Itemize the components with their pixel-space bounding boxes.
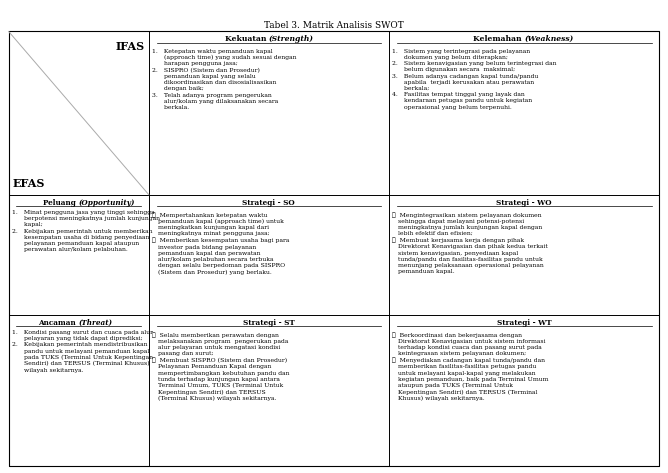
Text: ✓  Mempertahankan ketepatan waktu
   pemanduan kapal (approach time) untuk
   me: ✓ Mempertahankan ketepatan waktu pemandu…	[152, 212, 289, 275]
Bar	[9, 315, 149, 466]
Bar	[9, 195, 149, 315]
Text: 1.   Minat pengguna jasa yang tinggi sehingga
      berpotensi meningkatnya juml: 1. Minat pengguna jasa yang tinggi sehin…	[11, 210, 160, 252]
Bar	[149, 315, 389, 466]
Text: EFAS: EFAS	[13, 178, 45, 189]
Text: Peluang: Peluang	[43, 199, 79, 207]
Text: Strategi - WO: Strategi - WO	[496, 199, 552, 207]
Bar	[389, 32, 659, 195]
Text: (Strength): (Strength)	[269, 35, 314, 44]
Text: Strategi - ST: Strategi - ST	[243, 318, 295, 326]
Text: (Weakness): (Weakness)	[524, 35, 573, 44]
Text: ✓  Selalu memberikan perawatan dengan
   melaksanakan program  pengerukan pada
 : ✓ Selalu memberikan perawatan dengan mel…	[152, 332, 289, 401]
Bar	[9, 32, 149, 195]
Bar	[389, 315, 659, 466]
Text: 1.   Kondisi pasang surut dan cuaca pada alur
      pelayaran yang tidak dapat d: 1. Kondisi pasang surut dan cuaca pada a…	[11, 330, 152, 373]
Bar	[149, 32, 389, 195]
Text: ✓  Berkoordinasi dan bekerjasama dengan
   Direktorat Kenavigasian untuk sistem : ✓ Berkoordinasi dan bekerjasama dengan D…	[392, 332, 548, 402]
Text: Strategi - WT: Strategi - WT	[497, 318, 551, 326]
Text: Tabel 3. Matrik Analisis SWOT: Tabel 3. Matrik Analisis SWOT	[264, 21, 404, 30]
Text: IFAS: IFAS	[116, 41, 145, 52]
Bar	[149, 195, 389, 315]
Text: (Threat): (Threat)	[79, 318, 113, 326]
Text: Strategi - SO: Strategi - SO	[242, 199, 295, 207]
Text: 1.   Sistem yang terintegrasi pada pelayanan
      dokumen yang belum diterapkan: 1. Sistem yang terintegrasi pada pelayan…	[392, 49, 556, 110]
Text: Kekuatan: Kekuatan	[224, 35, 269, 44]
Text: ✓  Mengintegrasikan sistem pelayanan dokumen
   sehingga dapat melayani potensi-: ✓ Mengintegrasikan sistem pelayanan doku…	[392, 212, 548, 274]
Text: Kelemahan: Kelemahan	[473, 35, 524, 44]
Text: Ancaman: Ancaman	[39, 318, 79, 326]
Text: (Opportunity): (Opportunity)	[79, 199, 135, 207]
Bar	[389, 195, 659, 315]
Text: 1.   Ketepatan waktu pemanduan kapal
      (approach time) yang sudah sesuai den: 1. Ketepatan waktu pemanduan kapal (appr…	[152, 49, 296, 110]
